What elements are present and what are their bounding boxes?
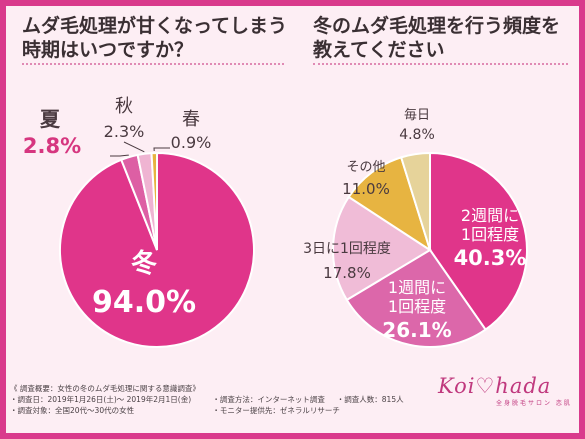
right-title-line1: 冬のムダ毛処理を行う頻度を: [313, 15, 561, 37]
footer-period: ・調査日：2019年1月26日(土)〜 2019年2月1日(金): [10, 395, 192, 404]
season-pie-chart: 冬 94.0% 夏 2.8% 秋 2.3% 春 0.9%: [23, 96, 255, 348]
slice-label: 春: [182, 109, 200, 130]
pie-slice: [347, 156, 432, 253]
slice-value: 26.1%: [382, 318, 451, 342]
left-title-line1: ムダ毛処理が甘くなってしまう: [22, 15, 288, 37]
footer-target: ・調査対象：全国20代〜30代の女性: [10, 406, 135, 415]
slice-label: 秋: [115, 96, 133, 117]
frequency-pie-chart: 2週間に1回程度40.3%1週間に1回程度26.1%3日に1回程度17.8%その…: [303, 107, 528, 348]
logo-subtitle: 全身脱毛サロン 恋肌: [496, 400, 572, 407]
leader-line: [153, 147, 170, 152]
footer-count: ・調査人数：815人: [336, 395, 404, 404]
slice-value: 17.8%: [323, 264, 371, 282]
slice-value: 4.8%: [399, 127, 435, 143]
footer-title: 《 調査概要：女性の冬のムダ毛処理に関する意識調査》: [10, 384, 200, 393]
right-title-rule: [313, 63, 568, 65]
leader-line: [110, 154, 129, 157]
slice-value: 94.0%: [92, 285, 196, 320]
left-title-rule: [22, 63, 284, 65]
pie-slice: [399, 151, 431, 251]
footer-method: ・調査方法：インターネット調査: [212, 395, 325, 404]
pie-slice: [429, 151, 528, 331]
left-chart-title: ムダ毛処理が甘くなってしまう 時期はいつですか？: [22, 14, 287, 62]
footer-provider: ・モニター提供先：ゼネラルリサーチ: [212, 406, 340, 415]
slice-value: 0.9%: [171, 133, 212, 152]
right-chart-title: 冬のムダ毛処理を行う頻度を 教えてください: [313, 14, 560, 62]
slice-value: 11.0%: [342, 180, 390, 198]
logo-text: Koi♡hada: [438, 374, 552, 398]
slice-label: 毎日: [404, 107, 430, 123]
slice-label: 3日に1回程度: [303, 241, 391, 257]
pie-slice: [332, 195, 432, 302]
leader-line: [123, 141, 145, 153]
survey-footer: 《 調査概要：女性の冬のムダ毛処理に関する意識調査》 ・調査日：2019年1月2…: [10, 383, 430, 416]
pie-slice: [150, 151, 158, 251]
slice-label: 1週間に: [388, 278, 446, 297]
pie-slices: [59, 151, 255, 348]
slice-value: 40.3%: [454, 246, 527, 270]
slice-label: 冬: [131, 249, 157, 279]
slice-label: 1回程度: [388, 297, 446, 316]
slice-value: 2.3%: [104, 122, 145, 141]
slice-label: その他: [346, 160, 385, 175]
pie-labels: 2週間に1回程度40.3%1週間に1回程度26.1%3日に1回程度17.8%その…: [303, 107, 526, 342]
slice-label: 夏: [40, 107, 61, 131]
left-title-line2: 時期はいつですか？: [22, 39, 194, 61]
pie-leaders: [110, 141, 170, 157]
right-title-line2: 教えてください: [313, 39, 445, 61]
slice-label: 2週間に: [461, 206, 519, 225]
slice-label: 1回程度: [461, 225, 519, 244]
pie-labels: 冬 94.0% 夏 2.8% 秋 2.3% 春 0.9%: [23, 96, 211, 320]
pie-slice: [345, 248, 487, 348]
brand-logo: Koi♡hada 全身脱毛サロン 恋肌: [438, 374, 573, 407]
slice-value: 2.8%: [23, 134, 81, 158]
pie-slices: [332, 151, 528, 348]
